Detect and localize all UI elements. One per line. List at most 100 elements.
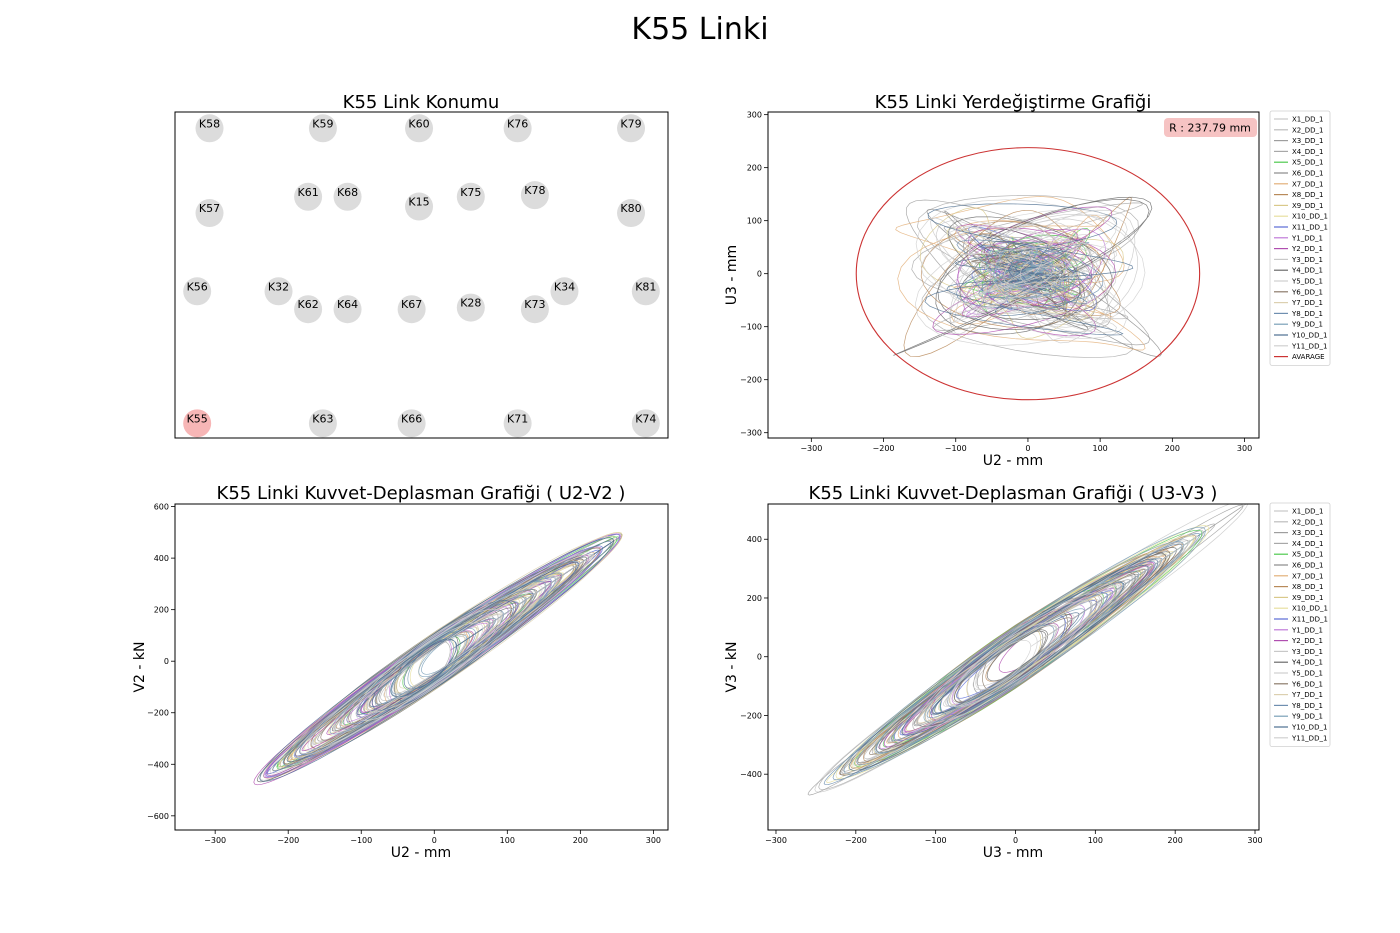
link-node-label: K15 (408, 196, 429, 209)
legend-label: X5_DD_1 (1292, 551, 1323, 559)
link-node-label: K67 (401, 298, 422, 311)
x-tick-label: 100 (1093, 444, 1108, 453)
link-node-k28: K28 (456, 293, 485, 322)
legend-label: Y11_DD_1 (1291, 342, 1327, 350)
y-tick-label: 200 (747, 594, 762, 603)
link-node-label: K61 (298, 186, 319, 199)
link-node-k34: K34 (550, 277, 579, 306)
link-node-marker (333, 295, 362, 324)
force-u3-ylabel: V3 - kN (724, 641, 740, 692)
link-node-marker (503, 114, 532, 143)
y-tick-label: 0 (164, 657, 169, 666)
legend-frame (1269, 502, 1331, 748)
link-node-marker (308, 409, 337, 438)
legend-label: X4_DD_1 (1292, 148, 1323, 156)
y-tick-label: −400 (147, 760, 169, 769)
y-tick-label: −600 (147, 812, 169, 821)
hysteresis-series-line (852, 569, 1147, 766)
x-tick-label: 300 (646, 836, 661, 845)
link-node-label: K63 (312, 412, 333, 425)
force-u3-panel: −300 −200 −100 0 100 200 300 −400 −200 0 200 400 (740, 503, 1263, 845)
legend-label: X1_DD_1 (1292, 116, 1323, 124)
link-node-marker (397, 295, 426, 324)
force-u3-frame (767, 503, 1260, 831)
legend-label: Y7_DD_1 (1291, 299, 1323, 307)
link-node-k56: K56 (183, 277, 212, 306)
x-tick-label: 0 (1013, 836, 1018, 845)
link-node-marker (617, 114, 646, 143)
link-node-marker (456, 293, 485, 322)
link-node-label: K79 (620, 117, 641, 130)
link-node-label: K66 (401, 412, 422, 425)
hysteresis-series-line (271, 535, 616, 772)
x-tick-label: 200 (1165, 444, 1180, 453)
link-node-marker (333, 182, 362, 211)
hysteresis-series-line (263, 532, 623, 779)
legend-label: Y6_DD_1 (1291, 288, 1323, 296)
x-tick-label: −300 (204, 836, 226, 845)
hysteresis-series-line (262, 533, 623, 778)
legend-label: X3_DD_1 (1292, 137, 1323, 145)
link-node-label: K71 (507, 412, 528, 425)
y-tick-label: 200 (154, 606, 169, 615)
force-u3-ticks: −300 −200 −100 0 100 200 300 −400 −200 0 200 400 (740, 535, 1263, 845)
legend-label: Y3_DD_1 (1291, 648, 1323, 656)
link-node-marker (550, 277, 579, 306)
y-tick-label: −100 (740, 323, 762, 332)
link-node-k71: K71 (503, 409, 532, 438)
link-node-label: K74 (635, 412, 656, 425)
link-node-k74: K74 (631, 409, 660, 438)
link-node-k62: K62 (294, 295, 323, 324)
x-tick-label: −300 (800, 444, 822, 453)
link-node-k81: K81 (631, 277, 660, 306)
link-node-marker (503, 409, 532, 438)
hysteresis-series-line (854, 555, 1168, 766)
legend-label-average: AVARAGE (1292, 353, 1325, 361)
legend-label: Y4_DD_1 (1291, 659, 1323, 667)
force-u2-ylabel: V2 - kN (132, 641, 148, 692)
legend-label: Y3_DD_1 (1291, 256, 1323, 264)
link-node-k64: K64 (333, 295, 362, 324)
link-node-label: K64 (337, 298, 358, 311)
link-node-k66: K66 (397, 409, 426, 438)
link-node-label: K78 (524, 184, 545, 197)
legend-label: X7_DD_1 (1292, 572, 1323, 580)
link-node-k59: K59 (308, 114, 337, 143)
y-tick-label: −300 (740, 429, 762, 438)
x-tick-label: −200 (845, 836, 867, 845)
link-node-k68: K68 (333, 182, 362, 211)
link-node-label: K75 (460, 186, 481, 199)
displacement-legend: X1_DD_1 X2_DD_1 X3_DD_1 X4_DD_1 X5_DD_1 X6_DD… (1269, 110, 1331, 366)
legend-label: Y9_DD_1 (1291, 321, 1323, 329)
y-tick-label: 400 (747, 535, 762, 544)
link-map-points: K58 K59 K60 K76 K79 K61 K68 K15 K75 K78 K57 K80 K56 K… (183, 114, 660, 438)
link-node-marker (617, 199, 646, 228)
displacement-series (855, 147, 1201, 401)
legend-label: X6_DD_1 (1292, 562, 1323, 570)
x-tick-label: 300 (1247, 836, 1262, 845)
link-node-k57: K57 (195, 199, 224, 228)
force-u2-ticks: −300 −200 −100 0 100 200 300 −600 −400 −200 0 200 40… (147, 503, 661, 845)
force-u2-title: K55 Linki Kuvvet-Deplasman Grafiği ( U2-… (217, 483, 626, 504)
link-node-label: K76 (507, 117, 528, 130)
link-node-label: K28 (460, 297, 481, 310)
link-node-marker (405, 192, 434, 221)
legend-label: X9_DD_1 (1292, 594, 1323, 602)
link-node-label: K55 (187, 412, 208, 425)
hysteresis-series-line (294, 551, 594, 758)
average-circle (855, 147, 1201, 401)
legend-label: Y10_DD_1 (1291, 724, 1327, 732)
link-node-marker (195, 199, 224, 228)
link-node-label: K58 (199, 117, 220, 130)
link-node-marker (183, 277, 212, 306)
y-tick-label: 100 (747, 217, 762, 226)
map-title: K55 Link Konumu (343, 92, 500, 113)
displacement-ticks: −300 −200 −100 0 100 200 300 −300 −200 −100 0 100 20… (740, 111, 1252, 453)
link-node-k15: K15 (405, 192, 434, 221)
link-node-label: K57 (199, 202, 220, 215)
y-tick-label: 300 (747, 111, 762, 120)
legend-label: X2_DD_1 (1292, 518, 1323, 526)
x-tick-label: 100 (1088, 836, 1103, 845)
legend-label: Y8_DD_1 (1291, 310, 1323, 318)
link-node-k80: K80 (617, 199, 646, 228)
